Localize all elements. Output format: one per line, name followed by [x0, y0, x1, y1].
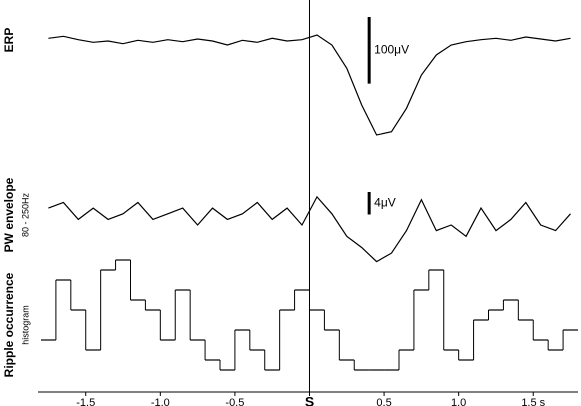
trace	[48, 34, 571, 136]
series-label: ERP	[2, 28, 16, 53]
x-tick-label: -0.5	[225, 397, 244, 406]
x-tick-label: -1.0	[151, 397, 170, 406]
scale-bar-label: 100μV	[374, 43, 409, 57]
series-label: PW envelope	[2, 177, 16, 252]
x-tick-label: -1.5	[76, 397, 95, 406]
series-sublabel: 80 - 250Hz	[20, 192, 30, 237]
series-label: Ripple occurrence	[2, 272, 16, 377]
x-tick-label: 1.0	[451, 397, 466, 406]
x-tick-label: 1.5 s	[521, 397, 545, 406]
scale-bar-label: 4μV	[374, 195, 396, 209]
x-tick-label: S	[305, 394, 314, 406]
series-sublabel: histogram	[20, 305, 30, 345]
x-tick-label: 0.5	[376, 397, 391, 406]
trace	[48, 195, 571, 263]
